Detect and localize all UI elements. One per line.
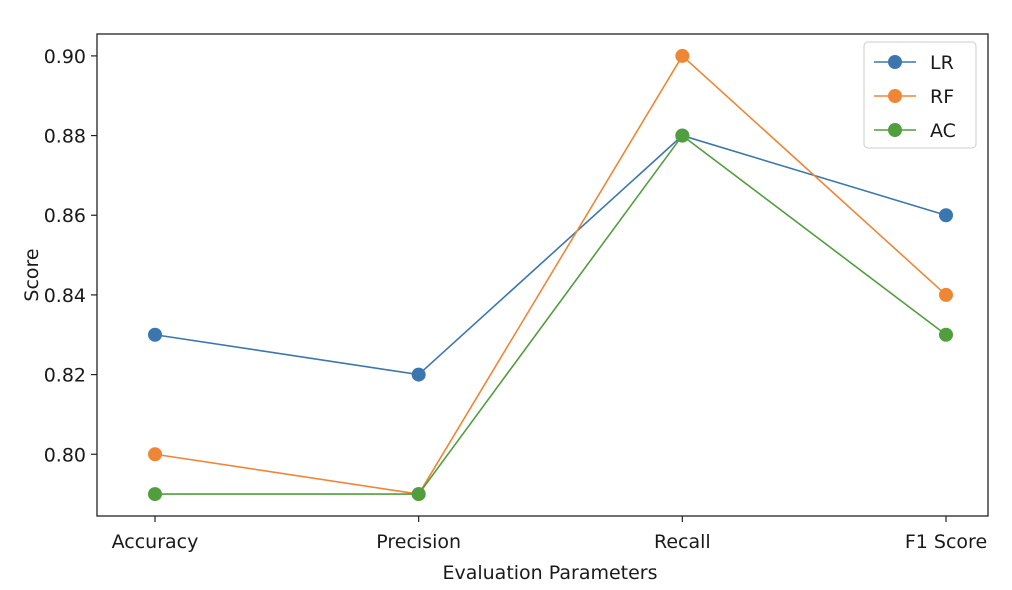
plot-frame xyxy=(96,33,989,517)
legend-marker-ac xyxy=(888,123,902,137)
data-point-lr xyxy=(939,208,953,223)
legend-marker-rf xyxy=(888,89,902,103)
data-point-ac xyxy=(148,487,162,502)
legend-label-lr: LR xyxy=(930,52,954,74)
series-line-ac xyxy=(155,134,947,495)
x-tick-label: Accuracy xyxy=(112,531,199,553)
data-point-ac xyxy=(411,487,426,502)
x-tick-label: F1 Score xyxy=(905,531,987,553)
y-tick-label: 0.84 xyxy=(44,285,86,307)
y-axis-ticks: 0.80 0.82 0.84 0.86 0.88 0.90 xyxy=(44,46,97,466)
data-point-lr xyxy=(411,367,426,382)
data-point-rf xyxy=(675,48,690,63)
data-point-ac xyxy=(675,128,690,143)
y-axis-title: Score xyxy=(21,248,43,301)
x-axis-title: Evaluation Parameters xyxy=(442,562,657,584)
y-tick-label: 0.80 xyxy=(44,444,86,466)
data-point-rf xyxy=(939,287,953,302)
legend-label-rf: RF xyxy=(930,86,954,108)
x-axis-ticks: Accuracy Precision Recall F1 Score xyxy=(112,516,987,553)
y-tick-label: 0.82 xyxy=(44,365,86,387)
legend-label-ac: AC xyxy=(930,120,956,142)
y-tick-label: 0.86 xyxy=(44,205,86,227)
x-tick-label: Recall xyxy=(654,531,711,553)
data-point-rf xyxy=(148,447,162,462)
x-tick-label: Precision xyxy=(376,531,461,553)
legend-marker-lr xyxy=(888,55,902,69)
y-tick-label: 0.90 xyxy=(44,46,86,68)
data-point-lr xyxy=(148,327,162,342)
series-group xyxy=(148,48,953,502)
legend: LR RF AC xyxy=(863,41,977,149)
y-tick-label: 0.88 xyxy=(44,126,86,148)
legend-box xyxy=(863,41,977,149)
data-point-ac xyxy=(939,327,953,342)
series-line-rf xyxy=(154,54,947,495)
series-line-lr xyxy=(154,134,947,376)
